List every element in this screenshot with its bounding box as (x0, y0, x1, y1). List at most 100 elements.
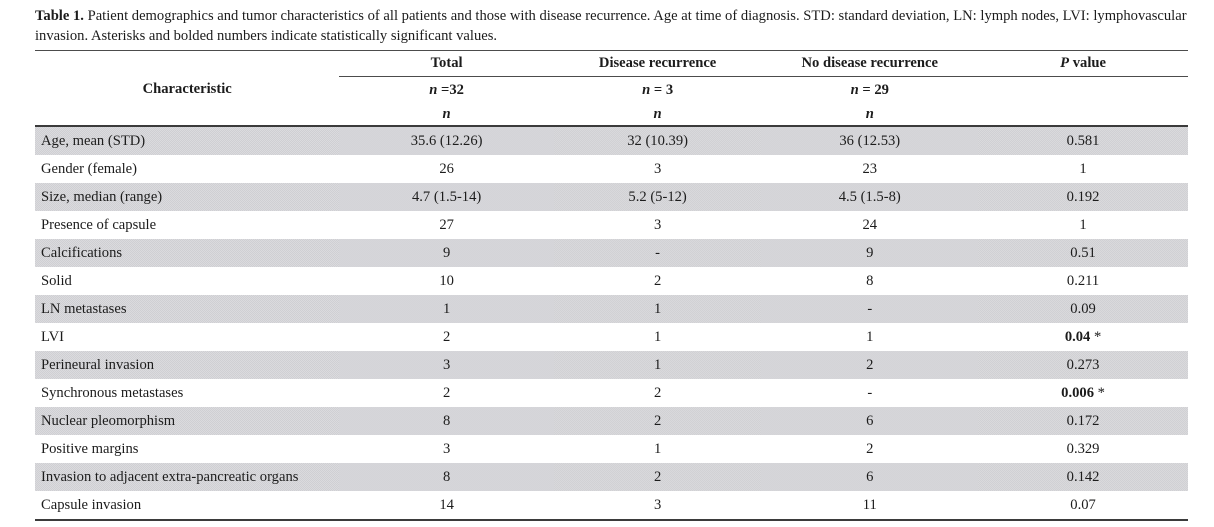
table-row: Gender (female) 26 3 23 1 (35, 155, 1188, 183)
p-value-number: 0.09 (1070, 300, 1096, 317)
n-symbol: n (442, 105, 451, 122)
recurrence-cell: 3 (653, 496, 662, 513)
p-value-number: 0.172 (1066, 412, 1100, 429)
p-value-cell: 0.09 (978, 295, 1188, 323)
header-disease-recurrence: Disease recurrence (553, 50, 762, 77)
p-value-number: 0.581 (1066, 132, 1100, 149)
total-cell: 3 (442, 356, 451, 373)
table-row: Positive margins 3 1 2 0.329 (35, 435, 1188, 463)
table-row: Solid 10 2 8 0.211 (35, 267, 1188, 295)
no-recurrence-cell: 8 (866, 272, 874, 289)
table-row: LN metastases 1 1 - 0.09 (35, 295, 1188, 323)
nsub-spacer (35, 103, 339, 126)
row-label-cell: Invasion to adjacent extra-pancreatic or… (41, 468, 299, 485)
header-group-row: Total Disease recurrence No disease recu… (35, 50, 1188, 77)
table-row: Synchronous metastases 2 2 - 0.006 * (35, 379, 1188, 407)
n-total-count: =32 (441, 81, 464, 98)
table-caption-label: Table 1. (35, 8, 84, 24)
table-row: Capsule invasion 14 3 11 0.07 (35, 491, 1188, 520)
no-recurrence-cell: - (867, 384, 873, 401)
p-value-cell: 0.07 (978, 491, 1188, 520)
p-value-asterisk: * (1094, 384, 1105, 401)
p-value-number: 0.006 (1061, 384, 1094, 401)
header-n-recurrence: n = 3 (554, 77, 762, 104)
p-value-cell: 0.211 (978, 267, 1188, 295)
total-cell: 8 (442, 468, 451, 485)
no-recurrence-cell: 24 (862, 216, 878, 233)
total-cell: 4.7 (1.5-14) (411, 188, 482, 205)
recurrence-cell: 2 (653, 384, 662, 401)
no-recurrence-cell: 36 (12.53) (839, 132, 901, 149)
p-value-number: 0.142 (1066, 468, 1100, 485)
table-caption: Table 1. Patient demographics and tumor … (35, 7, 1188, 46)
nsub-total: n (339, 103, 553, 126)
row-label-cell: Presence of capsule (41, 216, 157, 233)
header-n-no-recurrence: n = 29 (761, 77, 978, 104)
n-symbol: n (642, 81, 651, 98)
total-cell: 3 (442, 440, 451, 457)
row-label-cell: LN metastases (41, 300, 127, 317)
table-row: LVI 2 1 1 0.04 * (35, 323, 1188, 351)
recurrence-cell: 1 (653, 440, 662, 457)
table-caption-text: Patient demographics and tumor character… (35, 8, 1187, 44)
no-recurrence-cell: 23 (862, 160, 878, 177)
table-row: Nuclear pleomorphism 8 2 6 0.172 (35, 407, 1188, 435)
no-recurrence-cell: 1 (866, 328, 874, 345)
recurrence-cell: 2 (653, 468, 662, 485)
n-recurrence-count: = 3 (653, 81, 674, 98)
recurrence-cell: 32 (10.39) (627, 132, 689, 149)
recurrence-cell: 3 (653, 160, 662, 177)
no-recurrence-cell: 2 (866, 356, 874, 373)
no-recurrence-cell: 6 (866, 468, 874, 485)
table-row: Perineural invasion 3 1 2 0.273 (35, 351, 1188, 379)
header-n-total: n =32 (339, 77, 553, 104)
p-value-number: 0.07 (1070, 496, 1096, 513)
table-row: Presence of capsule 27 3 24 1 (35, 211, 1188, 239)
total-cell: 14 (439, 496, 454, 513)
p-value-cell: 0.329 (978, 435, 1188, 463)
row-label-cell: Perineural invasion (41, 356, 155, 373)
recurrence-cell: 1 (653, 328, 662, 345)
total-cell: 35.6 (12.26) (410, 132, 483, 149)
recurrence-cell: - (655, 244, 661, 261)
p-value-cell: 1 (978, 155, 1188, 183)
p-value-cell: 0.142 (978, 463, 1188, 491)
total-cell: 1 (442, 300, 451, 317)
p-value-cell: 0.581 (978, 126, 1188, 155)
n-no-recurrence-count: = 29 (862, 81, 889, 98)
total-cell: 2 (442, 384, 451, 401)
n-symbol: n (865, 105, 874, 122)
table-row: Calcifications 9 - 9 0.51 (35, 239, 1188, 267)
no-recurrence-cell: 6 (866, 412, 874, 429)
n-symbol: n (653, 105, 662, 122)
header-spacer (35, 51, 339, 77)
row-label-cell: Solid (41, 272, 72, 289)
total-cell: 27 (439, 216, 454, 233)
p-value-number: 0.273 (1066, 356, 1100, 373)
no-recurrence-cell: 4.5 (1.5-8) (838, 188, 901, 205)
recurrence-cell: 2 (653, 412, 662, 429)
row-label-cell: Size, median (range) (41, 188, 163, 205)
nsub-recurrence: n (554, 103, 762, 126)
p-value-asterisk: * (1090, 328, 1102, 345)
recurrence-cell: 5.2 (5-12) (628, 188, 687, 205)
total-cell: 9 (442, 244, 451, 261)
p-value-number: 0.329 (1066, 440, 1100, 457)
n-symbol: n (850, 81, 859, 98)
no-recurrence-cell: - (867, 300, 873, 317)
table-body: Age, mean (STD) 35.6 (12.26) 32 (10.39) … (35, 126, 1188, 520)
nsub-p-spacer (978, 103, 1188, 126)
recurrence-cell: 1 (653, 300, 662, 317)
header-nsub-row: n n n (35, 103, 1188, 126)
demographics-table: Total Disease recurrence No disease recu… (35, 50, 1188, 521)
no-recurrence-cell: 9 (866, 244, 874, 261)
p-value-cell: 0.04 * (978, 323, 1188, 351)
row-label-cell: Age, mean (STD) (41, 132, 146, 149)
p-value-number: 0.211 (1066, 272, 1100, 289)
p-value-cell: 1 (978, 211, 1188, 239)
table-row: Invasion to adjacent extra-pancreatic or… (35, 463, 1188, 491)
p-value-number: 0.04 (1064, 328, 1091, 345)
row-label-cell: LVI (41, 328, 64, 345)
recurrence-cell: 1 (653, 356, 662, 373)
